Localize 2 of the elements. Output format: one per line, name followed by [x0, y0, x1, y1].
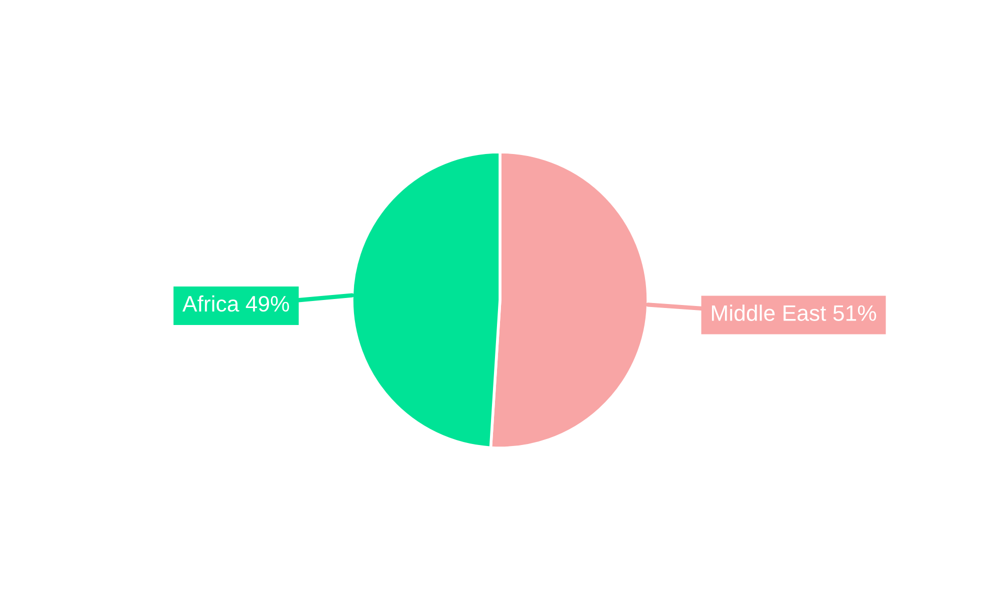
slice-label: Middle East 51%: [712, 304, 876, 321]
slice-label: Africa 49%: [182, 295, 290, 312]
